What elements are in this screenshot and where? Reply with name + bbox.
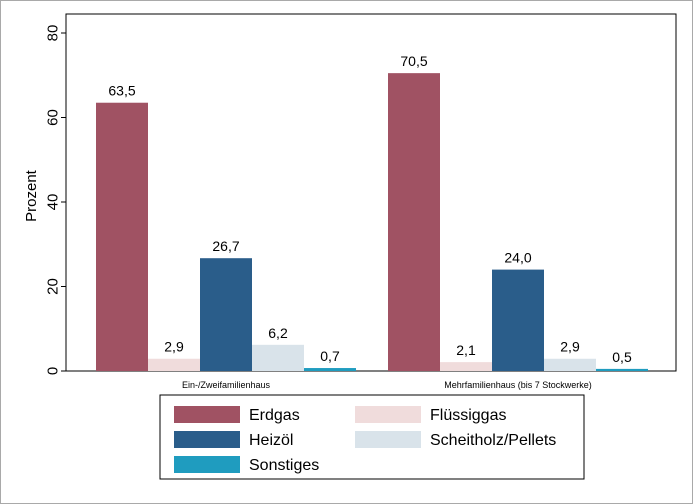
bar — [440, 362, 492, 371]
legend-label: Flüssiggas — [430, 407, 506, 424]
legend-label: Erdgas — [249, 407, 300, 424]
bar — [96, 102, 148, 371]
legend-swatch — [355, 431, 421, 448]
bar — [200, 258, 252, 371]
bar — [492, 269, 544, 371]
y-tick-label: 60 — [44, 109, 61, 126]
legend-label: Sonstiges — [249, 457, 319, 474]
data-label: 24,0 — [504, 250, 531, 266]
data-label: 6,2 — [268, 325, 288, 341]
data-label: 0,7 — [320, 348, 340, 364]
y-tick-label: 20 — [44, 278, 61, 295]
data-label: 0,5 — [612, 349, 632, 365]
y-tick-label: 40 — [44, 194, 61, 211]
y-tick-label: 80 — [44, 25, 61, 42]
data-label: 2,9 — [164, 339, 184, 355]
data-label: 63,5 — [108, 83, 135, 99]
x-tick-label: Mehrfamilienhaus (bis 7 Stockwerke) — [444, 380, 592, 390]
plot-border — [65, 13, 677, 372]
legend-swatch — [174, 431, 240, 448]
x-tick-label: Ein-/Zweifamilienhaus — [182, 380, 271, 390]
y-tick-label: 0 — [44, 367, 61, 375]
legend-swatch — [174, 406, 240, 423]
legend-label: Heizöl — [249, 432, 293, 449]
legend: Erdgas Flüssiggas Heizöl Scheitholz/Pellets… — [159, 394, 585, 480]
data-label: 70,5 — [400, 53, 427, 69]
bar — [596, 368, 648, 371]
bar — [388, 73, 440, 372]
y-axis-label: Prozent — [23, 169, 40, 222]
bar — [252, 344, 304, 371]
data-label: 2,9 — [560, 339, 580, 355]
legend-swatch — [355, 406, 421, 423]
data-label: 2,1 — [456, 342, 476, 358]
bar — [148, 358, 200, 371]
legend-label: Scheitholz/Pellets — [430, 432, 556, 449]
data-label: 26,7 — [212, 238, 239, 254]
legend-swatch — [174, 456, 240, 473]
plot-area: 0 20 40 60 80 63,5 2,9 26,7 6,2 0,7 Ein-/Zweifamil… — [44, 13, 677, 390]
bar — [544, 358, 596, 371]
bar — [304, 368, 356, 371]
